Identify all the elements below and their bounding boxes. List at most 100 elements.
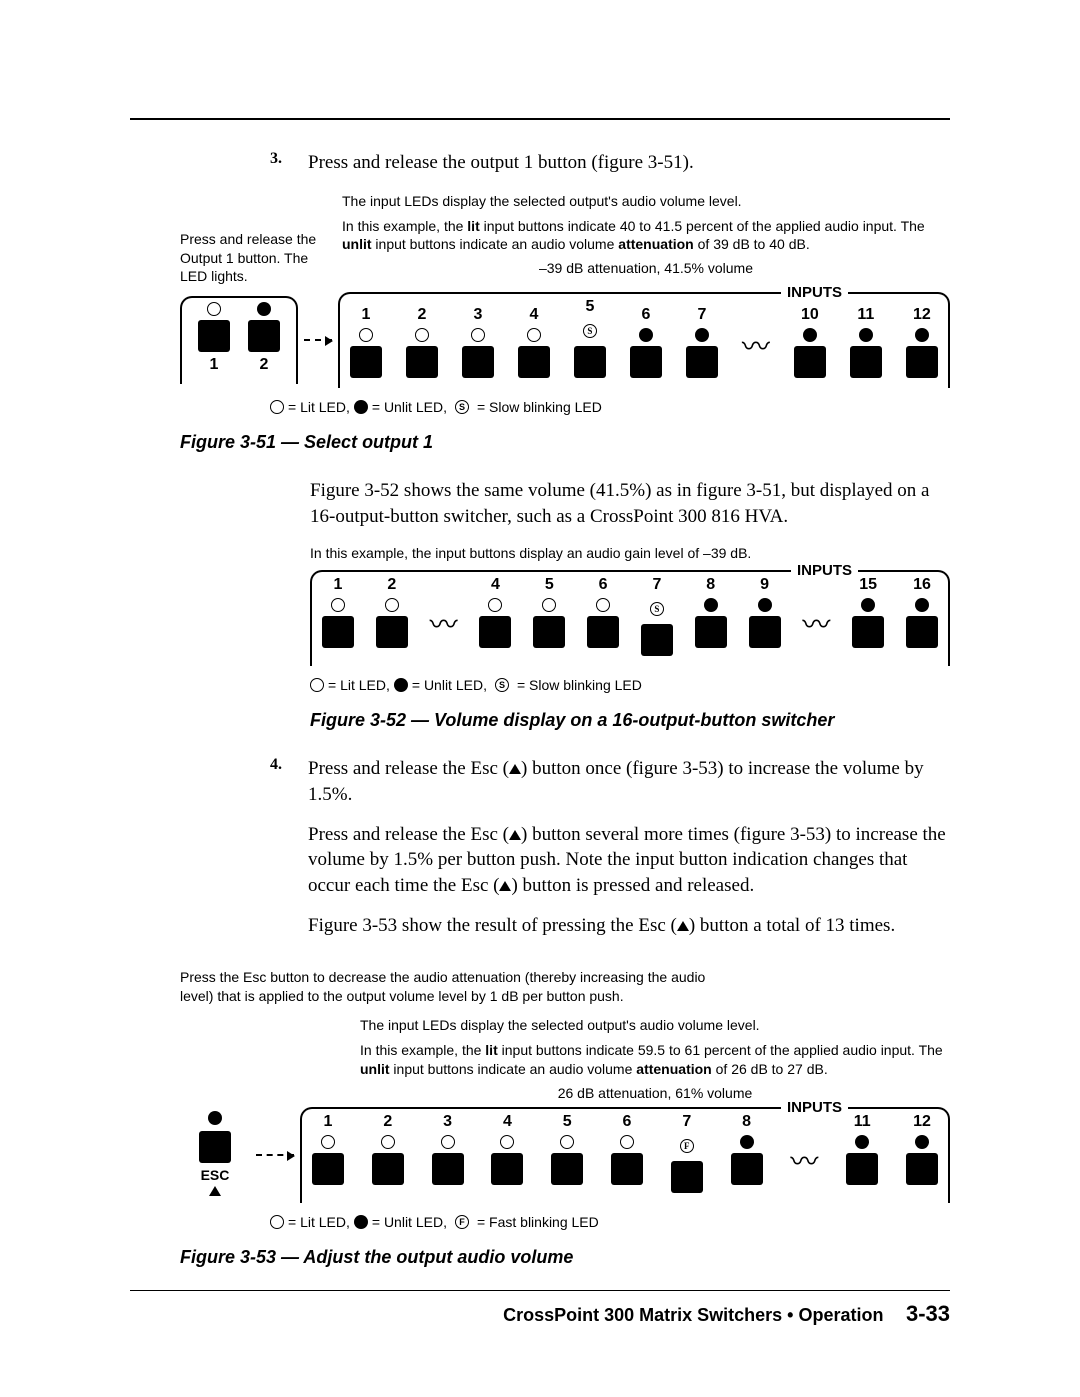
fig51-inputs-panel: INPUTS 12345S67〰101112 xyxy=(338,292,950,388)
dashed-arrow-icon xyxy=(304,339,332,341)
led-unlit-icon xyxy=(915,1135,929,1149)
figure-3-52: In this example, the input buttons displ… xyxy=(310,544,950,732)
input-btn-10: 10 xyxy=(794,306,826,378)
led-lit-icon xyxy=(270,400,284,414)
led-lit-icon xyxy=(415,328,429,342)
fig51-inputs-label: INPUTS xyxy=(781,284,848,301)
fig52-caption: Figure 3-52 — Volume display on a 16-out… xyxy=(310,710,950,731)
fig52-inputs-label: INPUTS xyxy=(791,562,858,579)
led-blink-icon: S xyxy=(646,598,668,620)
fig53-inputs-panel: INPUTS 1234567F8〰1112 xyxy=(300,1107,950,1203)
input-btn-6: 6 xyxy=(611,1113,643,1193)
led-unlit-icon xyxy=(859,328,873,342)
fig53-caption: Figure 3-53 — Adjust the output audio vo… xyxy=(180,1247,950,1268)
input-btn-2: 2 xyxy=(372,1113,404,1193)
step-4-text: Press and release the Esc () button once… xyxy=(308,756,950,952)
step-3-num: 3. xyxy=(270,150,290,176)
fig53-legend: = Lit LED, = Unlit LED, F = Fast blinkin… xyxy=(270,1211,950,1233)
header-rule xyxy=(130,118,950,120)
led-lit-icon xyxy=(471,328,485,342)
led-lit-icon xyxy=(620,1135,634,1149)
input-btn-6: 6 xyxy=(587,576,619,656)
led-blink-icon: F xyxy=(451,1211,473,1233)
panel-break-icon: 〰 xyxy=(742,314,770,362)
fig51-caption: Figure 3-51 — Select output 1 xyxy=(180,432,950,453)
panel-break-icon: 〰 xyxy=(802,592,830,640)
panel-break-icon: 〰 xyxy=(430,592,458,640)
led-lit-icon xyxy=(310,678,324,692)
led-unlit-icon xyxy=(394,678,408,692)
led-unlit-icon xyxy=(354,400,368,414)
led-lit-icon xyxy=(488,598,502,612)
input-btn-7: 7S xyxy=(641,576,673,656)
out-btn-2: 2 xyxy=(248,302,280,374)
input-btn-1: 1 xyxy=(312,1113,344,1193)
led-lit-icon xyxy=(331,598,345,612)
input-btn-8: 8 xyxy=(731,1113,763,1193)
input-btn-2: 2 xyxy=(406,306,438,378)
input-btn-7: 7F xyxy=(671,1113,703,1193)
step-4: 4. Press and release the Esc () button o… xyxy=(270,756,950,952)
fig53-inputs-label: INPUTS xyxy=(781,1099,848,1116)
step-3-text: Press and release the output 1 button (f… xyxy=(308,150,950,176)
input-btn-12: 12 xyxy=(906,1113,938,1193)
step-4-num: 4. xyxy=(270,756,290,952)
fig53-bracket-label: 26 dB attenuation, 61% volume xyxy=(360,1085,950,1101)
led-lit-icon xyxy=(381,1135,395,1149)
input-btn-1: 1 xyxy=(350,306,382,378)
out-btn-1: 1 xyxy=(198,302,230,374)
input-btn-11: 11 xyxy=(846,1113,878,1193)
input-btn-3: 3 xyxy=(462,306,494,378)
fig52-note: In this example, the input buttons displ… xyxy=(310,544,950,563)
fig53-note1: The input LEDs display the selected outp… xyxy=(360,1016,950,1035)
input-btn-5: 5 xyxy=(551,1113,583,1193)
figure-3-51: Press and release the Output 1 button. T… xyxy=(180,192,950,454)
led-lit-icon xyxy=(560,1135,574,1149)
fig52-inputs-panel: INPUTS 12〰4567S89〰1516 xyxy=(310,570,950,666)
triangle-up-icon xyxy=(509,830,521,840)
led-unlit-icon xyxy=(915,598,929,612)
led-lit-icon xyxy=(441,1135,455,1149)
led-lit-icon xyxy=(527,328,541,342)
input-btn-9: 9 xyxy=(749,576,781,656)
input-btn-4: 4 xyxy=(491,1113,523,1193)
input-btn-1: 1 xyxy=(322,576,354,656)
input-btn-5: 5 xyxy=(533,576,565,656)
fig52-legend: = Lit LED, = Unlit LED, S = Slow blinkin… xyxy=(310,674,950,696)
step-3: 3. Press and release the output 1 button… xyxy=(270,150,950,176)
input-btn-11: 11 xyxy=(850,306,882,378)
led-unlit-icon xyxy=(740,1135,754,1149)
input-btn-5: 5S xyxy=(574,298,606,378)
fig51-callout-left: Press and release the Output 1 button. T… xyxy=(180,230,330,287)
fig51-bracket-label: –39 dB attenuation, 41.5% volume xyxy=(342,260,950,276)
input-btn-4: 4 xyxy=(479,576,511,656)
led-blink-icon: S xyxy=(579,320,601,342)
input-btn-8: 8 xyxy=(695,576,727,656)
led-unlit-icon xyxy=(915,328,929,342)
led-unlit-icon xyxy=(695,328,709,342)
page-footer: CrossPoint 300 Matrix Switchers • Operat… xyxy=(130,1290,950,1327)
triangle-up-icon xyxy=(209,1186,221,1196)
led-unlit-icon xyxy=(758,598,772,612)
led-unlit-icon xyxy=(803,328,817,342)
led-lit-icon xyxy=(596,598,610,612)
dashed-arrow-icon xyxy=(256,1154,294,1156)
led-unlit-icon xyxy=(704,598,718,612)
fig53-callout-top: Press the Esc button to decrease the aud… xyxy=(180,968,740,1006)
fig53-note2: In this example, the lit input buttons i… xyxy=(360,1041,950,1079)
fig53-esc-col: ESC xyxy=(180,1109,250,1201)
fig51-note2: In this example, the lit input buttons i… xyxy=(342,217,950,255)
fig51-note1: The input LEDs display the selected outp… xyxy=(342,192,950,211)
led-lit-icon xyxy=(207,302,221,316)
led-unlit-icon xyxy=(861,598,875,612)
fig51-legend: = Lit LED, = Unlit LED, S = Slow blinkin… xyxy=(270,396,950,418)
triangle-up-icon xyxy=(499,881,511,891)
led-lit-icon xyxy=(359,328,373,342)
led-lit-icon xyxy=(321,1135,335,1149)
led-unlit-icon xyxy=(208,1111,222,1125)
led-blink-icon: F xyxy=(676,1135,698,1157)
led-unlit-icon xyxy=(639,328,653,342)
panel-break-icon: 〰 xyxy=(790,1129,818,1177)
led-unlit-icon xyxy=(855,1135,869,1149)
triangle-up-icon xyxy=(509,764,521,774)
